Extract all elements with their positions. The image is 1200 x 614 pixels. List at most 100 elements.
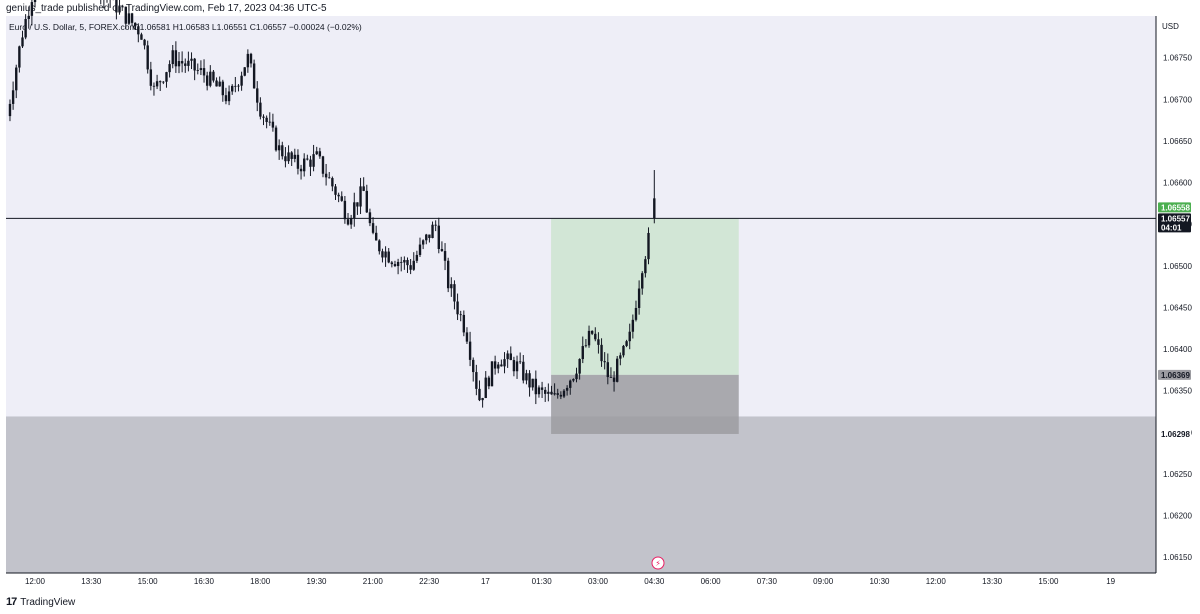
candle-body — [180, 61, 184, 64]
candle-body — [581, 346, 584, 360]
position-loss-zone[interactable] — [551, 374, 739, 434]
time-tick-label: 12:00 — [25, 577, 46, 586]
candle-body — [653, 198, 656, 219]
candle-body — [606, 362, 610, 378]
candle-body — [584, 345, 588, 347]
price-tick-label: 1.06150 — [1163, 553, 1192, 562]
candle-body — [221, 81, 225, 96]
candle-body — [365, 190, 368, 213]
legend-symbol: Euro / U.S. Dollar, 5, FOREX.com — [9, 22, 137, 32]
candle-body — [15, 67, 18, 91]
candle-body — [11, 90, 15, 104]
price-tick-label: 1.06250 — [1163, 470, 1192, 479]
candle-body — [281, 145, 284, 157]
candle-body — [415, 254, 419, 261]
candle-body — [349, 217, 353, 225]
candle-body — [600, 344, 603, 362]
candle-body — [641, 273, 644, 289]
candle-body — [346, 219, 350, 225]
candle-body — [487, 377, 491, 387]
candle-body — [224, 95, 228, 102]
position-profit-zone[interactable] — [551, 218, 739, 375]
candle-body — [240, 75, 243, 86]
candle-body — [231, 85, 234, 92]
candle-body — [356, 202, 359, 207]
candle-body — [177, 61, 181, 67]
candle-body — [368, 212, 372, 224]
candle-body — [384, 251, 387, 258]
candle-body — [271, 121, 275, 128]
lightning-badge-glyph: ⚡ — [655, 559, 661, 568]
time-tick-label: 21:00 — [363, 577, 384, 586]
candle-body — [609, 377, 613, 378]
price-axis[interactable]: 1.067501.067001.066501.066001.065501.065… — [1163, 54, 1192, 563]
candle-body — [562, 390, 566, 397]
time-tick-label: 19 — [1106, 577, 1115, 586]
price-tick-label: 1.06500 — [1163, 262, 1192, 271]
lightning-badge-icon[interactable]: ⚡ — [651, 556, 665, 570]
candle-body — [493, 361, 497, 369]
candle-body — [33, 0, 37, 3]
time-axis[interactable]: 12:00 13:30 15:00 16:30 18:00 19:30 21:00 22:30… — [25, 577, 1116, 586]
candle-body — [312, 154, 315, 167]
candle-body — [374, 232, 378, 241]
candle-body — [512, 360, 516, 372]
candle-body — [594, 333, 597, 340]
candle-body — [537, 387, 541, 395]
candle-body — [597, 339, 600, 345]
time-tick-label: 15:00 — [138, 577, 159, 586]
candle-body — [115, 0, 118, 13]
current-price-tag-text: 04:01 — [1161, 223, 1182, 232]
candle-body — [130, 13, 134, 23]
candle-body — [30, 2, 34, 16]
candle-body — [628, 331, 631, 342]
candle-body — [616, 358, 619, 382]
candle-body — [162, 81, 165, 83]
candle-body — [446, 260, 450, 289]
candle-body — [421, 240, 425, 245]
candle-body — [522, 361, 525, 381]
candle-body — [205, 75, 209, 86]
price-tick-label: 1.06450 — [1163, 303, 1192, 312]
candle-body — [237, 85, 240, 87]
current-price-tag-text: 1.06557 — [1161, 214, 1190, 223]
candle-body — [572, 379, 575, 381]
candle-body — [18, 46, 21, 68]
candle-body — [274, 127, 278, 151]
candle-body — [152, 85, 156, 87]
candle-body — [381, 251, 384, 258]
candle-body — [187, 60, 190, 66]
candle-body — [462, 314, 466, 333]
candle-body — [262, 116, 265, 118]
candle-body — [234, 85, 237, 87]
candle-body — [437, 225, 440, 249]
candle-body — [425, 234, 428, 241]
candle-body — [565, 387, 569, 391]
candle-body — [246, 53, 250, 68]
candle-body — [218, 81, 221, 87]
demand-zone[interactable] — [6, 416, 1156, 573]
candle-body — [146, 45, 149, 70]
time-tick-label: 04:30 — [644, 577, 665, 586]
chart-legend: Euro / U.S. Dollar, 5, FOREX.com O1.0658… — [9, 22, 362, 32]
candle-body — [249, 53, 253, 64]
candle-body — [243, 67, 246, 76]
candle-body — [315, 151, 318, 155]
candle-body — [362, 186, 365, 191]
candle-body — [400, 261, 403, 263]
candle-body — [268, 121, 271, 123]
candle-body — [212, 71, 215, 81]
candle-body — [578, 359, 581, 374]
candle-body — [481, 398, 484, 401]
candle-body — [127, 13, 131, 24]
candle-body — [531, 378, 534, 388]
time-tick-label: 15:00 — [1038, 577, 1059, 586]
price-tick-label: 1.06400 — [1163, 345, 1192, 354]
time-tick-label: 19:30 — [306, 577, 327, 586]
candle-body — [334, 186, 337, 195]
candle-body — [497, 364, 500, 369]
candle-body — [406, 259, 409, 266]
tradingview-footer-logo[interactable]: 17 TradingView — [6, 596, 75, 608]
candle-body — [324, 173, 328, 178]
